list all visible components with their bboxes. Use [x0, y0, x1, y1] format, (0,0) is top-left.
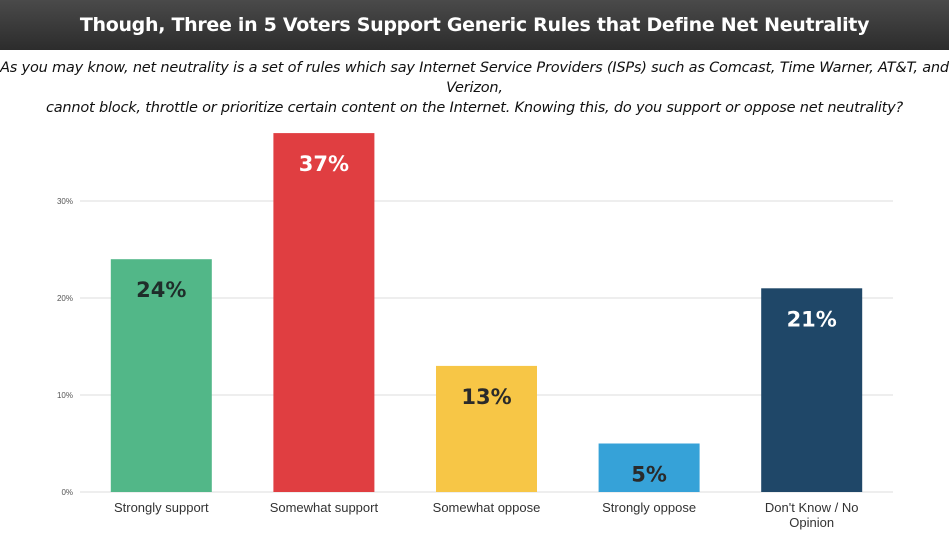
bar-layer	[110, 133, 863, 492]
bar	[273, 133, 375, 492]
category-label: Strongly support	[114, 500, 209, 515]
bar	[110, 259, 212, 492]
bar	[436, 365, 537, 492]
survey-question-line-2: cannot block, throttle or prioritize cer…	[45, 100, 904, 116]
survey-question-line-1: As you may know, net neutrality is a set…	[0, 60, 949, 96]
chart-title: Though, Three in 5 Voters Support Generi…	[79, 14, 870, 36]
category-label: Somewhat support	[270, 500, 379, 515]
label-layer: 24% Strongly support 37% Somewhat support 13…	[114, 152, 859, 530]
category-label: Strongly oppose	[602, 500, 696, 515]
category-label: Somewhat oppose	[433, 500, 541, 515]
y-tick-label: 0%	[61, 488, 73, 497]
bar-value-label: 24%	[136, 278, 186, 302]
title-bar: Though, Three in 5 Voters Support Generi…	[0, 0, 949, 50]
bar	[598, 443, 700, 492]
bar-value-label: 13%	[461, 385, 511, 409]
bar-value-label: 21%	[787, 307, 837, 331]
bar-value-label: 37%	[299, 152, 349, 176]
y-tick-label: 30%	[57, 197, 73, 206]
bar-value-label: 5%	[631, 463, 667, 487]
y-tick-label: 10%	[57, 391, 73, 400]
category-label: Don't Know / No Opinion	[765, 500, 859, 530]
bar	[761, 288, 863, 492]
survey-question: As you may know, net neutrality is a set…	[0, 58, 949, 118]
y-tick-label: 20%	[57, 294, 73, 303]
